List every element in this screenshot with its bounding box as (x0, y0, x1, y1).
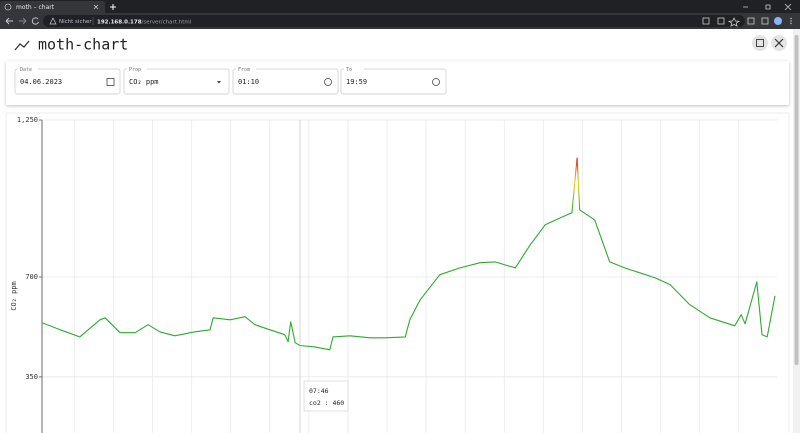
app-title: moth-chart (38, 36, 128, 54)
back-button[interactable] (5, 17, 13, 25)
tooltip-title: 07:46 (309, 387, 329, 395)
input-box[interactable] (14, 68, 121, 95)
tooltip (303, 380, 349, 412)
label-bg (236, 67, 256, 71)
chart: 1,250 700 350 (17, 116, 777, 433)
forward-button[interactable] (19, 17, 27, 25)
active-tab[interactable] (0, 1, 105, 13)
address-bar[interactable] (43, 15, 745, 27)
input-value: 01:10 (238, 78, 259, 86)
input-value: CO₂ ppm (129, 78, 159, 86)
input-label: From (238, 67, 250, 73)
y-tick-label: 350 (25, 373, 38, 381)
chart-card (5, 112, 790, 433)
toolbar-icons (702, 17, 769, 27)
menu-button-dot (790, 20, 792, 22)
reload-button[interactable] (31, 17, 39, 25)
input-box[interactable] (340, 68, 447, 95)
clock-icon (432, 78, 440, 86)
y-tick-label: 700 (25, 273, 38, 281)
menu-button-dot (790, 22, 792, 25)
data-line (42, 157, 776, 351)
window-controls[interactable] (743, 3, 792, 11)
url: 192.168.0.178/server/chart.html (97, 19, 192, 25)
tab-favicon (4, 3, 12, 11)
table-icon (756, 39, 764, 47)
security-label: Nicht sicher (59, 19, 92, 25)
label-bg (18, 67, 38, 71)
input-value: 19:59 (346, 78, 367, 86)
app-icon (14, 40, 30, 51)
tab-strip (0, 0, 800, 13)
y-tick-label: 1,250 (17, 116, 38, 124)
tab-close[interactable] (93, 4, 99, 10)
url-host: 192.168.0.178 (97, 19, 142, 25)
menu-button[interactable] (790, 17, 792, 20)
warning-icon (49, 17, 57, 25)
tooltip-text: co2 : 460 (309, 399, 344, 407)
profile-avatar[interactable] (774, 17, 782, 25)
scrollbar-thumb[interactable] (794, 35, 799, 365)
input-value: 04.06.2023 (20, 78, 62, 86)
settings-icon (774, 38, 784, 48)
y-axis-label: CO₂ ppm (10, 281, 18, 311)
label-bg (344, 67, 364, 71)
input-label: Prop (129, 67, 141, 73)
fields: Date 04.06.2023 Prop CO₂ ppm From 01:10 To 19:5… (14, 67, 447, 95)
tab-title: moth – chart (16, 4, 55, 11)
clock-icon (324, 78, 332, 86)
new-tab[interactable] (110, 4, 116, 10)
input-label: To (346, 67, 352, 73)
calendar-icon (106, 78, 115, 86)
url-path: /server/chart.html (142, 19, 192, 25)
input-box[interactable] (232, 68, 339, 95)
input-label: Date (20, 67, 32, 73)
table-button[interactable] (752, 35, 768, 51)
input-box[interactable] (123, 68, 230, 95)
dropdown-icon (217, 81, 221, 84)
label-bg (127, 67, 147, 71)
